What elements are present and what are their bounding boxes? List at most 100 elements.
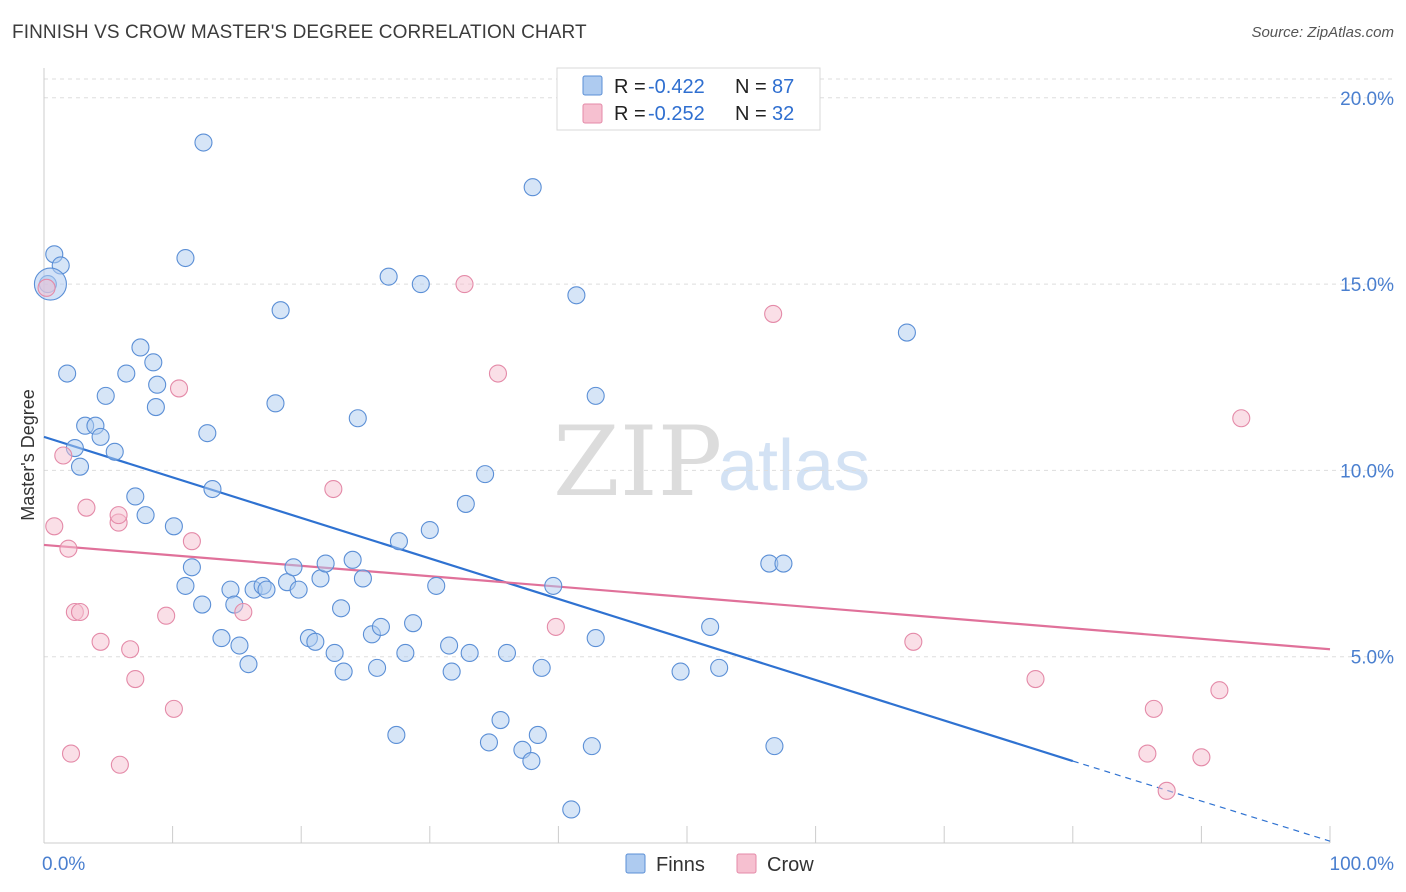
finns-point [117,364,136,383]
legend-swatch-finns [582,75,603,96]
watermark-zip: ZIP [553,406,722,518]
finns-point [96,386,115,405]
finns-point [387,725,406,744]
watermark: ZIP atlas [553,406,870,518]
legend-swatch-crow [582,103,603,124]
finns-point [176,248,195,268]
bottom-legend-label-crow: Crow [767,854,814,876]
finns-point [396,643,415,663]
crow-point [1144,699,1163,718]
bottom-legend-swatch-finns [625,853,646,874]
finns-point [334,662,353,681]
finns-point [348,409,367,428]
finns-point [460,643,479,663]
crow-point [77,498,96,517]
legend-n-label: N = [735,76,767,98]
x-tick-label: 0.0% [42,854,85,875]
finns-point [148,375,167,394]
finns-point [91,427,110,446]
finns-point [343,550,362,569]
crow-point [1138,744,1157,763]
finns-point [105,442,124,461]
crow-point [1157,781,1176,800]
watermark-atlas: atlas [718,426,870,506]
crow-point [59,539,78,558]
crow-point [234,602,253,622]
crow-point [91,632,110,651]
crow-point [157,606,176,625]
crow-point [546,617,565,636]
bottom-legend-swatch-crow [736,853,757,874]
finns-point [774,554,793,573]
bottom-legend-label-finns: Finns [656,854,705,876]
bottom-legend: Finns Crow [625,853,814,876]
finns-point [427,576,446,595]
finns-point [371,617,390,636]
finns-point [582,737,601,756]
crow-point [488,364,508,383]
finns-point [528,725,547,744]
crow-point [121,640,140,659]
finns-point [193,595,212,614]
finns-point [58,364,77,383]
grid [44,78,1394,658]
y-tick-label: 15.0% [1340,275,1394,296]
crow-point [109,506,128,525]
trend-line-crow [43,543,1331,651]
crow-point [164,699,183,718]
tick-labels: 5.0% 10.0% 15.0% 20.0% 0.0% 100.0% [42,89,1394,875]
crow-point [182,532,201,551]
finns-point [389,532,408,551]
crow-point [70,602,90,622]
finns-point [212,629,231,648]
top-legend: R = -0.422 N = 87 R = -0.252 N = 32 [556,67,821,131]
finns-point [70,457,90,476]
finns-point [266,394,285,413]
crow-point [455,275,474,294]
finns-point [411,275,430,294]
crow-point [1232,409,1251,428]
finns-point [497,643,517,663]
legend-n-value-crow: 32 [772,103,794,125]
finns-point [420,520,439,540]
finns-point [404,614,423,633]
finns-point [567,286,586,305]
finns-point [230,636,249,655]
chart-source: Source: ZipAtlas.com [1251,24,1394,41]
finns-point [491,710,510,730]
legend-n-value-finns: 87 [772,76,794,98]
finns-point [144,353,163,372]
y-axis-label: Master's Degree [18,389,38,520]
trend-line-finns-extension [1072,760,1331,842]
legend-n-label: N = [735,103,767,125]
finns-point [544,576,563,595]
finns-point [325,643,344,663]
finns-point [442,662,461,681]
finns-point [131,338,150,357]
finns-point [440,636,459,655]
crow-point [1210,681,1229,700]
crow-point [1192,748,1211,767]
legend-r-label: R = [614,103,646,125]
finns-point [284,558,303,577]
finns-point [476,465,495,484]
finns-point [368,658,387,677]
axes [43,68,1331,844]
crow-point [764,304,783,323]
finns-point [126,487,145,506]
finns-point [379,267,398,286]
finns-point [586,629,605,648]
finns-point [710,658,729,677]
crow-points [37,275,1251,800]
finns-point [456,494,475,513]
crow-point [110,755,129,774]
finns-point [586,386,605,405]
finns-point [176,576,195,595]
crow-point [324,479,343,499]
finns-point [671,662,690,681]
y-tick-label: 5.0% [1351,648,1394,669]
finns-point [198,424,217,443]
finns-point [239,655,258,674]
finns-point [182,558,201,577]
